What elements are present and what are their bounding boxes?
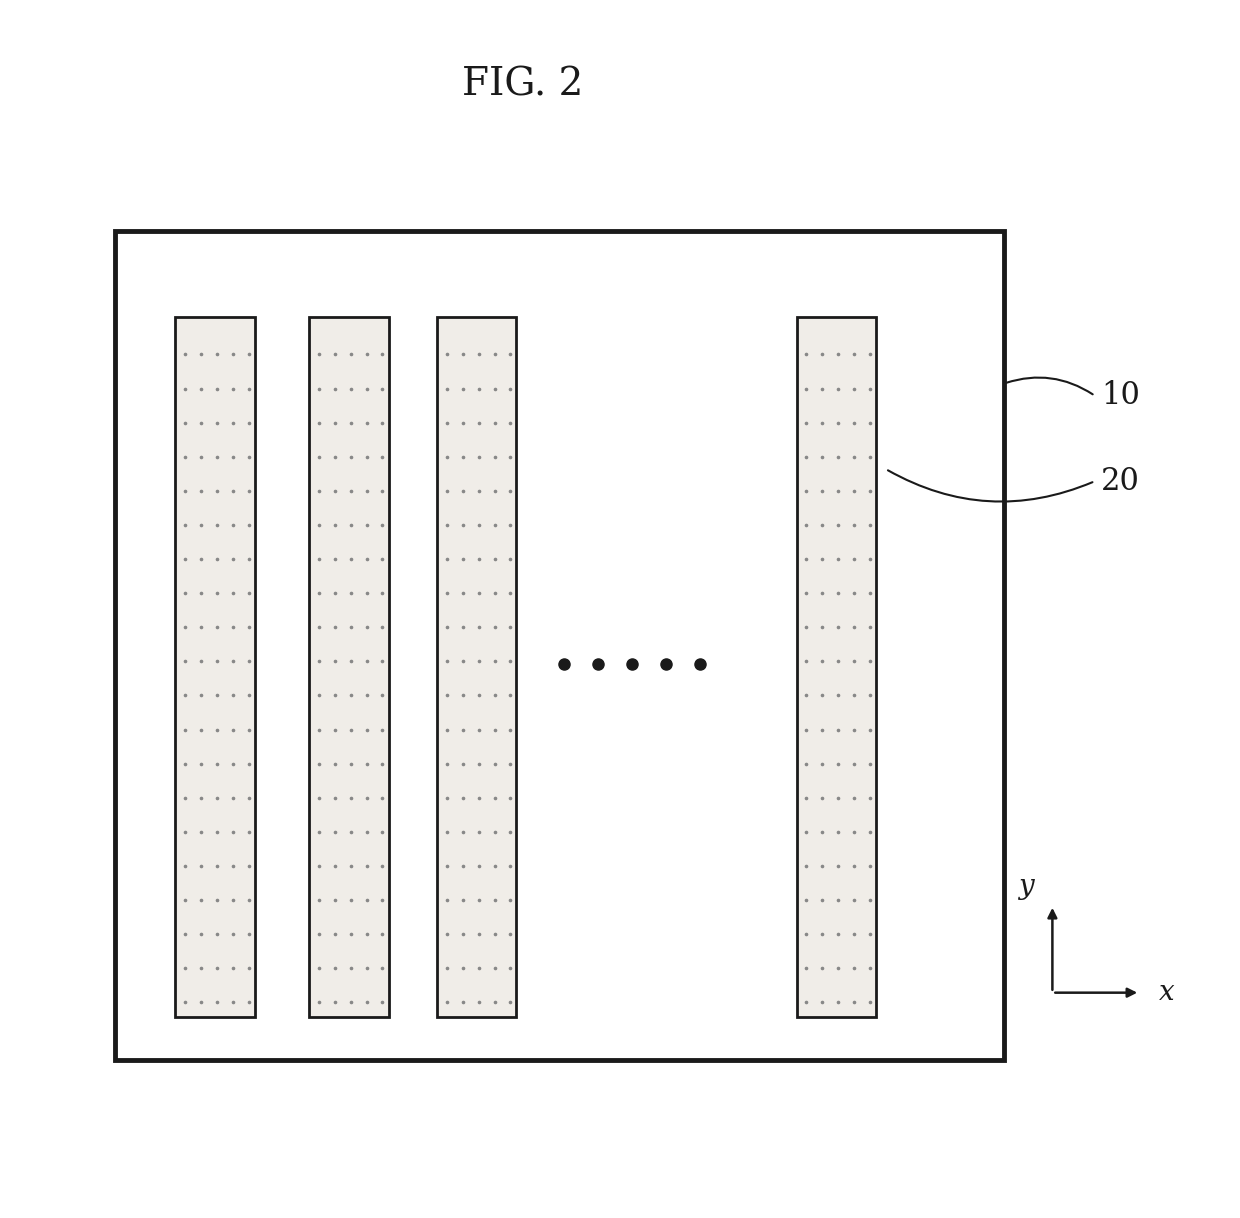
Bar — [310, 317, 388, 1017]
Text: x: x — [1159, 979, 1174, 1006]
Text: FIG. 2: FIG. 2 — [461, 67, 583, 104]
Text: 20: 20 — [1101, 465, 1140, 497]
Bar — [114, 231, 1003, 1060]
Bar — [796, 317, 875, 1017]
Bar — [175, 317, 254, 1017]
Text: y: y — [1018, 873, 1033, 900]
Text: 10: 10 — [1101, 380, 1140, 412]
Bar — [438, 317, 517, 1017]
